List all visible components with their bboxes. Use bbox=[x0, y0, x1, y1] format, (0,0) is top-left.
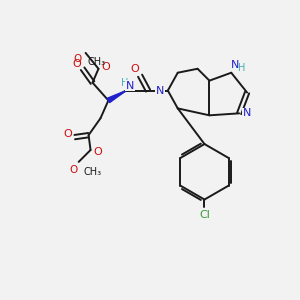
Text: CH₃: CH₃ bbox=[84, 167, 102, 177]
Text: O: O bbox=[72, 59, 81, 69]
Text: O: O bbox=[93, 147, 102, 157]
Text: O: O bbox=[101, 62, 110, 72]
Text: Cl: Cl bbox=[199, 210, 210, 220]
Text: H: H bbox=[238, 63, 246, 73]
Text: CH₃: CH₃ bbox=[88, 57, 106, 67]
Text: N: N bbox=[156, 85, 164, 96]
Text: H: H bbox=[121, 78, 128, 88]
Text: O: O bbox=[63, 129, 72, 139]
Text: O: O bbox=[131, 64, 140, 74]
Text: N: N bbox=[126, 81, 134, 91]
Polygon shape bbox=[107, 91, 126, 103]
Text: O: O bbox=[70, 165, 78, 175]
Text: N: N bbox=[231, 60, 239, 70]
Text: O: O bbox=[74, 54, 82, 64]
Text: N: N bbox=[243, 108, 251, 118]
